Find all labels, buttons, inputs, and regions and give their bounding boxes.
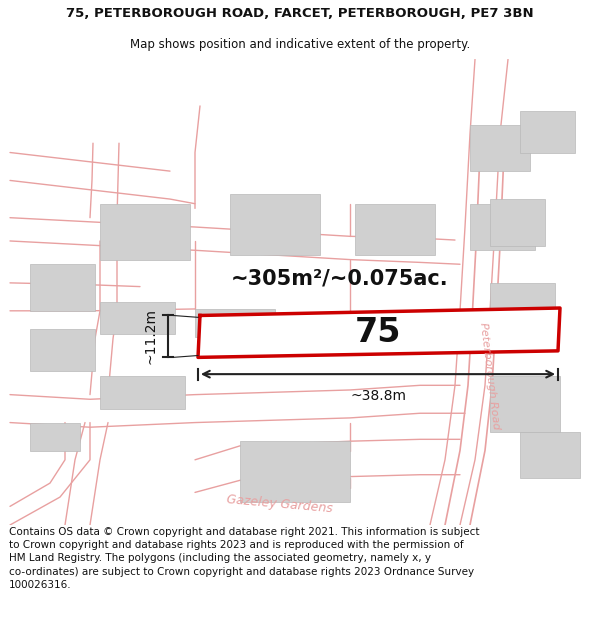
- Text: ~11.2m: ~11.2m: [143, 308, 157, 364]
- Bar: [30, 264, 95, 311]
- Bar: [520, 111, 575, 152]
- Text: Contains OS data © Crown copyright and database right 2021. This information is : Contains OS data © Crown copyright and d…: [9, 527, 479, 590]
- Bar: [520, 432, 580, 479]
- Text: Peterborough Road: Peterborough Road: [478, 322, 502, 430]
- Text: ~305m²/~0.075ac.: ~305m²/~0.075ac.: [231, 268, 449, 288]
- Bar: [490, 376, 560, 432]
- Bar: [100, 301, 175, 334]
- Bar: [100, 204, 190, 259]
- Polygon shape: [198, 308, 560, 358]
- Bar: [355, 204, 435, 255]
- Bar: [470, 124, 530, 171]
- Text: ~38.8m: ~38.8m: [350, 389, 406, 403]
- Bar: [195, 309, 275, 337]
- Bar: [490, 199, 545, 246]
- Bar: [230, 194, 320, 255]
- Text: Map shows position and indicative extent of the property.: Map shows position and indicative extent…: [130, 38, 470, 51]
- Text: 75: 75: [355, 316, 401, 349]
- Bar: [100, 376, 185, 409]
- Bar: [30, 329, 95, 371]
- Bar: [470, 204, 535, 250]
- Bar: [30, 422, 80, 451]
- Bar: [490, 283, 555, 334]
- Bar: [240, 441, 350, 502]
- Text: 75, PETERBOROUGH ROAD, FARCET, PETERBOROUGH, PE7 3BN: 75, PETERBOROUGH ROAD, FARCET, PETERBORO…: [66, 6, 534, 19]
- Text: Gazeley Gardens: Gazeley Gardens: [226, 493, 334, 516]
